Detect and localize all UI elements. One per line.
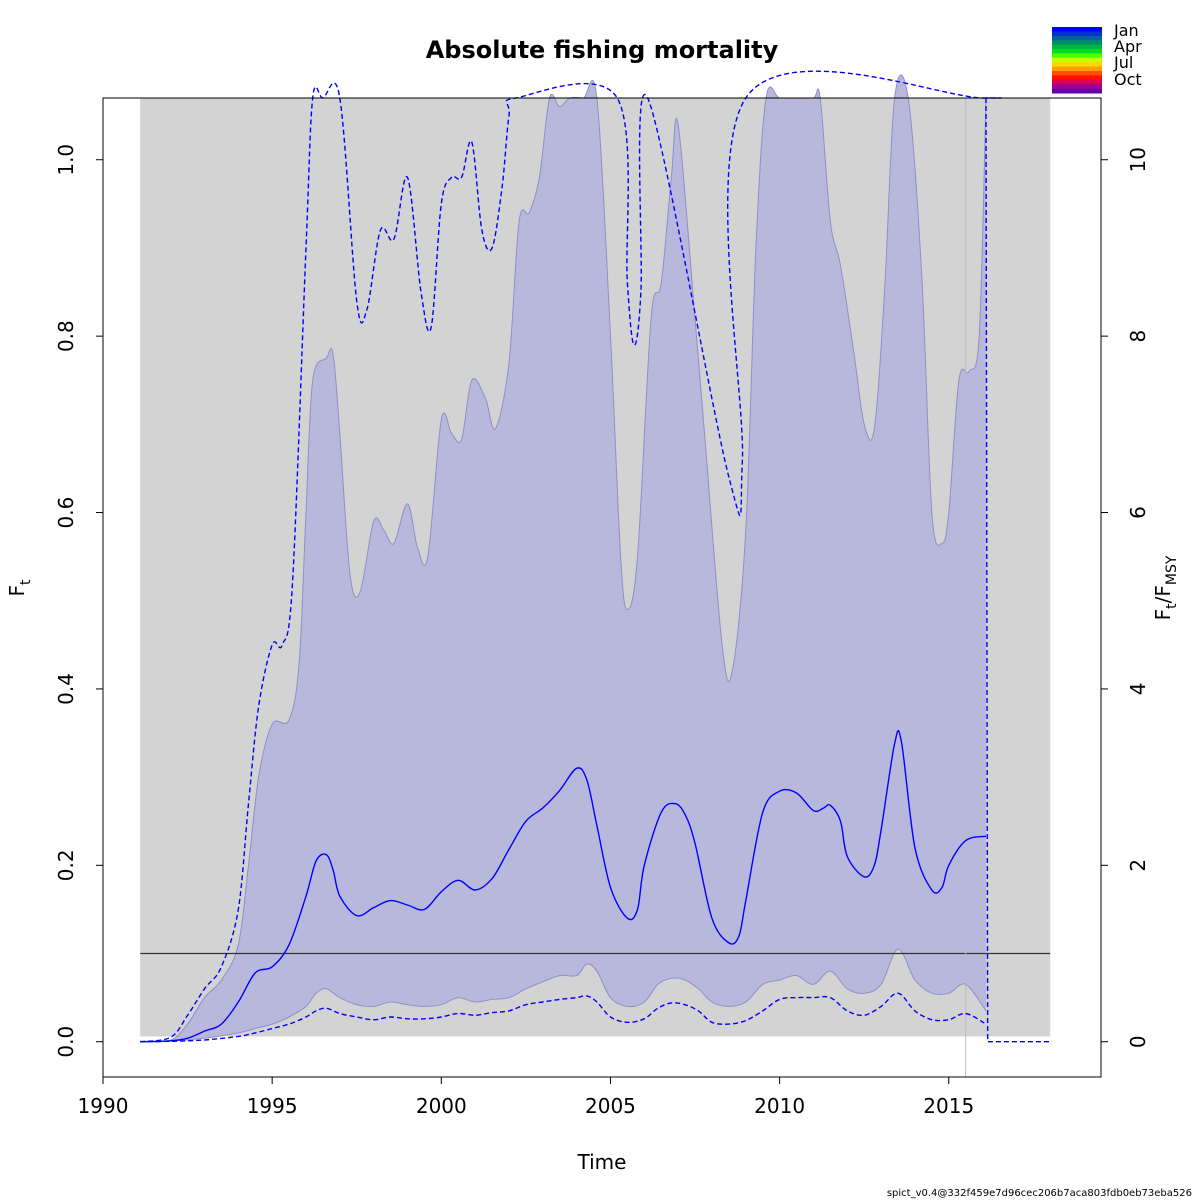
y2-axis-label-text: Ft/FMSY <box>1151 555 1180 620</box>
y2-tick-label: 8 <box>1126 330 1150 343</box>
y-axis-label-text: Ft <box>5 579 34 597</box>
legend-color-swatch <box>1052 53 1102 59</box>
legend-color-swatch <box>1052 49 1102 54</box>
legend-color-swatch <box>1052 57 1102 63</box>
legend-color-swatch <box>1052 71 1102 76</box>
y2-tick-label: 2 <box>1126 859 1150 872</box>
y2-tick-label: 6 <box>1126 506 1150 519</box>
legend-color-swatch <box>1052 66 1102 72</box>
x-tick-label: 2015 <box>923 1094 974 1118</box>
x-tick-label: 2010 <box>754 1094 805 1118</box>
ci-upper-edge <box>140 74 987 1043</box>
legend-color-swatch <box>1052 40 1102 46</box>
legend-label: Apr <box>1114 37 1142 56</box>
legend-label: Jul <box>1113 53 1133 72</box>
x-tick-label: 2000 <box>416 1094 467 1118</box>
footer-version: spict_v0.4@332f459e7d96cec206b7aca803fdb… <box>887 1188 1192 1199</box>
x-tick-label: 1995 <box>247 1094 298 1118</box>
y-tick-label: 0.8 <box>54 320 78 352</box>
legend-label: Oct <box>1114 70 1142 89</box>
legend-color-swatch <box>1052 35 1102 41</box>
y-tick-label: 0.6 <box>54 497 78 529</box>
forecast-dashed-line <box>985 97 1051 1043</box>
series-lines <box>140 70 1051 1043</box>
y2-tick-label: 10 <box>1126 147 1150 172</box>
legend-color-swatch <box>1052 44 1102 50</box>
ci-lower-dashed-line <box>140 992 987 1043</box>
y2-axis-label: Ft/FMSY <box>1151 555 1180 620</box>
legend-color-swatch <box>1052 88 1102 94</box>
y-tick-label: 0.0 <box>54 1026 78 1058</box>
x-tick-label: 2005 <box>585 1094 636 1118</box>
legend-color-swatch <box>1052 27 1102 32</box>
legend-color-swatch <box>1052 31 1102 37</box>
ci-lower-edge <box>140 948 987 1043</box>
y2-tick-label: 4 <box>1126 683 1150 696</box>
legend-color-swatch <box>1052 79 1102 85</box>
x-axis-label: Time <box>577 1150 627 1174</box>
confidence-interval-area <box>140 74 987 1043</box>
legend-color-swatch <box>1052 75 1102 81</box>
y-tick-label: 0.4 <box>54 673 78 705</box>
y2-tick-label: 0 <box>1126 1035 1150 1048</box>
x-tick-label: 1990 <box>78 1094 129 1118</box>
ci-fill-area <box>140 74 986 1042</box>
legend-color-swatch <box>1052 84 1102 90</box>
axes: 1990 1995 2000 2005 2010 20150.00.20.40.60.81… <box>54 144 1150 1118</box>
y-tick-label: 1.0 <box>54 144 78 176</box>
estimate-line <box>140 729 987 1043</box>
legend-color-swatch <box>1052 62 1102 68</box>
y-tick-label: 0.2 <box>54 849 78 881</box>
ci-upper-dashed-line <box>140 70 1002 1043</box>
legend-label: Jan <box>1113 21 1139 40</box>
chart-title: Absolute fishing mortality <box>426 36 779 64</box>
y-axis-label: Ft <box>5 579 34 597</box>
reference-lines <box>140 98 1051 1077</box>
